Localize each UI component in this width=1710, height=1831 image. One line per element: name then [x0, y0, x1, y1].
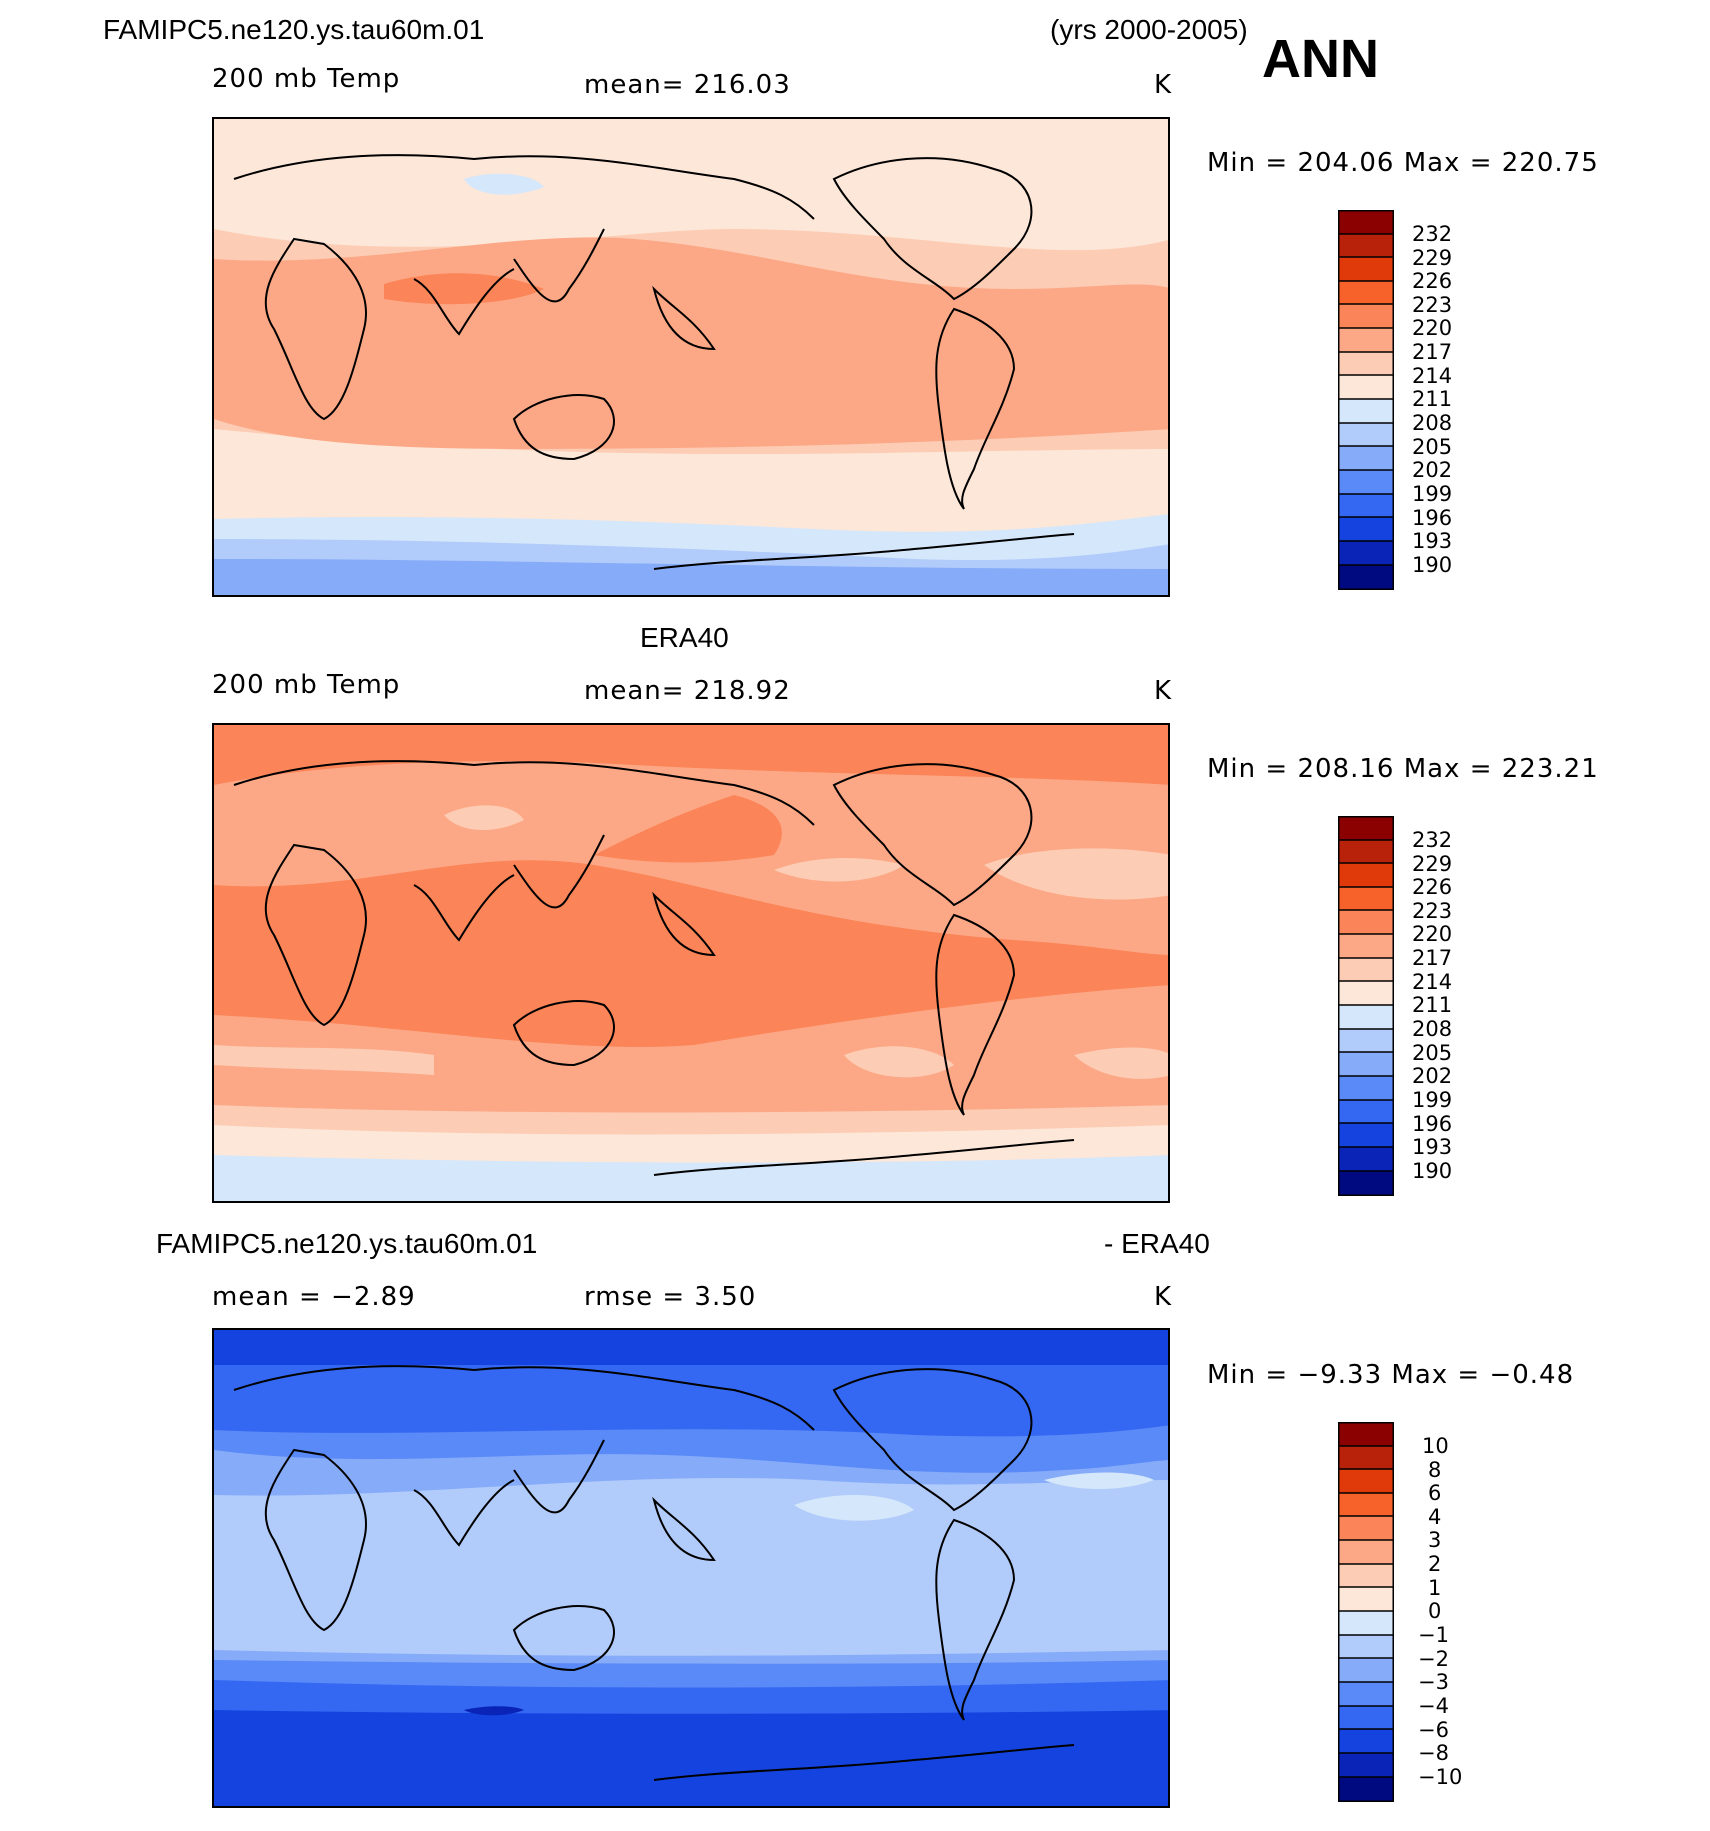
- colorbar-label: −8: [1418, 1741, 1449, 1765]
- colorbar-label: 220: [1412, 922, 1453, 946]
- colorbar-label: 217: [1412, 946, 1453, 970]
- panel-obs-minmax: Min = 208.16 Max = 223.21: [1207, 754, 1599, 784]
- colorbar-label: 232: [1412, 828, 1453, 852]
- colorbar-label: 3: [1428, 1528, 1442, 1552]
- colorbar-label: 202: [1412, 1064, 1453, 1088]
- season-label: ANN: [1262, 29, 1379, 89]
- panel-diff-mean-label: mean = −2.89: [212, 1282, 416, 1312]
- colorbar-label: 223: [1412, 293, 1453, 317]
- colorbar-label: 1: [1428, 1576, 1442, 1600]
- colorbar-label: 190: [1412, 553, 1453, 577]
- panel-diff-rmse-label: rmse = 3.50: [584, 1282, 757, 1312]
- panel-model-mean-label: mean= 216.03: [584, 70, 791, 100]
- panel-obs-units: K: [1154, 676, 1173, 706]
- colorbar-label: −4: [1418, 1694, 1449, 1718]
- colorbar-label: 190: [1412, 1159, 1453, 1183]
- colorbar-label: 202: [1412, 458, 1453, 482]
- colorbar-label: 4: [1428, 1505, 1442, 1529]
- panel-model-minmax: Min = 204.06 Max = 220.75: [1207, 148, 1599, 178]
- panel-model-map: [212, 117, 1170, 597]
- panel-model-variable-label: 200 mb Temp: [212, 64, 401, 94]
- panel-model-colorbar: [1338, 210, 1394, 590]
- panel-obs-mean-label: mean= 218.92: [584, 676, 791, 706]
- colorbar-label: 217: [1412, 340, 1453, 364]
- panel-diff-units: K: [1154, 1282, 1173, 1312]
- colorbar-label: 205: [1412, 435, 1453, 459]
- colorbar-label: 193: [1412, 529, 1453, 553]
- colorbar-label: 229: [1412, 852, 1453, 876]
- colorbar-label: 220: [1412, 316, 1453, 340]
- colorbar-label: −6: [1418, 1718, 1449, 1742]
- panel-diff-colorbar: [1338, 1422, 1394, 1802]
- colorbar-label: 8: [1428, 1458, 1442, 1482]
- panel-obs-variable-label: 200 mb Temp: [212, 670, 401, 700]
- colorbar-label: 199: [1412, 1088, 1453, 1112]
- colorbar-label: 214: [1412, 364, 1453, 388]
- colorbar-label: 211: [1412, 993, 1453, 1017]
- colorbar-label: 6: [1428, 1481, 1442, 1505]
- colorbar-label: 196: [1412, 1112, 1453, 1136]
- panel-obs-map: [212, 723, 1170, 1203]
- colorbar-label: 232: [1412, 222, 1453, 246]
- colorbar-label: 211: [1412, 387, 1453, 411]
- panel-diff-title-left: FAMIPC5.ne120.ys.tau60m.01: [156, 1228, 538, 1259]
- colorbar-label: 10: [1422, 1434, 1449, 1458]
- case-name-title: FAMIPC5.ne120.ys.tau60m.01: [103, 14, 485, 45]
- colorbar-label: 208: [1412, 411, 1453, 435]
- panel-obs-colorbar: [1338, 816, 1394, 1196]
- panel-diff-minmax: Min = −9.33 Max = −0.48: [1207, 1360, 1575, 1390]
- colorbar-label: 2: [1428, 1552, 1442, 1576]
- colorbar-label: 205: [1412, 1041, 1453, 1065]
- colorbar-label: 226: [1412, 875, 1453, 899]
- colorbar-label: 208: [1412, 1017, 1453, 1041]
- panel-obs-title: ERA40: [640, 622, 729, 653]
- panel-diff-map: [212, 1328, 1170, 1808]
- colorbar-label: 0: [1428, 1599, 1442, 1623]
- colorbar-label: 226: [1412, 269, 1453, 293]
- colorbar-label: 196: [1412, 506, 1453, 530]
- years-label: (yrs 2000-2005): [1050, 14, 1248, 45]
- colorbar-label: 229: [1412, 246, 1453, 270]
- colorbar-label: 214: [1412, 970, 1453, 994]
- colorbar-label: −1: [1418, 1623, 1449, 1647]
- colorbar-label: −10: [1418, 1765, 1463, 1789]
- colorbar-label: 199: [1412, 482, 1453, 506]
- colorbar-label: −3: [1418, 1670, 1449, 1694]
- colorbar-label: −2: [1418, 1647, 1449, 1671]
- colorbar-label: 223: [1412, 899, 1453, 923]
- panel-model-units: K: [1154, 70, 1173, 100]
- colorbar-label: 193: [1412, 1135, 1453, 1159]
- panel-diff-title-right: - ERA40: [1104, 1228, 1210, 1259]
